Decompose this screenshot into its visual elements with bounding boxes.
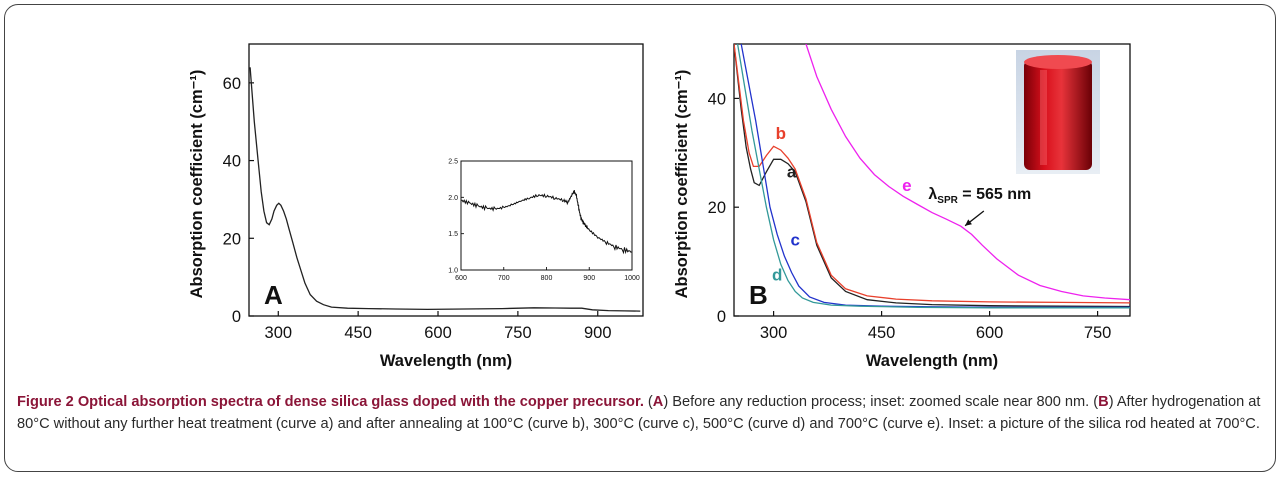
panel-b-series-line-b [734, 44, 1130, 304]
panel-a-x-tick-label: 900 [584, 324, 612, 342]
panel-a-y-tick-label: 40 [223, 153, 241, 171]
panel-b-x-tick-label: 300 [760, 324, 788, 342]
panel-b-spr-annotation: λSPR = 565 nm [928, 186, 1031, 206]
panel-a-panel-letter: A [264, 280, 283, 310]
panel-b-rod-highlight [1040, 70, 1047, 165]
panel-b-curve-label-d: d [772, 266, 782, 285]
panel-a-inset-y-tick-label: 1.0 [448, 268, 458, 275]
panel-b-rod-photo [1024, 60, 1092, 170]
panel-b-y-axis-label: Absorption coefficient (cm⁻¹) [673, 70, 691, 299]
panel-b-x-tick-label: 450 [868, 324, 896, 342]
caption-a-label: A [652, 394, 664, 410]
panel-a-x-tick-label: 450 [344, 324, 372, 342]
panel-b-series-line-a [734, 44, 1130, 308]
panel-a-inset-x-tick-label: 700 [498, 275, 510, 282]
panel-b-x-axis-label: Wavelength (nm) [866, 352, 998, 370]
panel-a-inset-frame [460, 160, 633, 271]
panel-a-inset-series-line [461, 190, 633, 255]
panel-b-series-line-e [805, 44, 1130, 301]
panel-a-inset-y-tick-label: 1.5 [448, 231, 458, 238]
panel-a-y-tick-label: 20 [223, 230, 241, 248]
panel-a-x-tick-label: 600 [424, 324, 452, 342]
panel-a-inset-x-tick-label: 800 [541, 275, 553, 282]
panel-b-series-line-d [736, 44, 1130, 309]
panel-b-x-tick-label: 750 [1084, 324, 1112, 342]
panel-b-y-tick-label: 40 [708, 90, 726, 108]
caption-title: Figure 2 Optical absorption spectra of d… [17, 394, 644, 410]
panel-b-y-tick-label: 20 [708, 199, 726, 217]
panel-a-chart: 300 450 600 750 900 0 20 40 60 Wavelength (nm) Abs… [188, 43, 644, 370]
caption-a-text: Before any reduction process; inset: zoo… [672, 394, 1090, 410]
panel-a-inset-x-tick-label: 1000 [624, 275, 640, 282]
figure-charts: 300 450 600 750 900 0 20 40 60 Wavelength (nm) Abs… [188, 43, 1131, 370]
panel-b-spr-arrowhead [965, 219, 972, 226]
panel-b-curve-label-b: b [776, 124, 786, 143]
panel-a-inset-x-tick-label: 600 [455, 275, 467, 282]
panel-a-plot-frame [248, 43, 644, 317]
panel-b-curve-label-c: c [790, 230, 799, 249]
panel-b-x-tick-label: 600 [976, 324, 1004, 342]
panel-a-y-axis-label: Absorption coefficient (cm⁻¹) [188, 70, 206, 299]
panel-a-y-tick-label: 0 [232, 308, 241, 326]
panel-a-y-tick-label: 60 [223, 75, 241, 93]
panel-b-curve-label-e: e [902, 176, 911, 195]
panel-b-plot-frame [733, 43, 1131, 317]
panel-b-y-tick-label: 0 [717, 308, 726, 326]
panel-b-chart: 300 450 600 750 0 20 40 Wavelength (nm) Absorpti… [673, 43, 1131, 370]
panel-a-inset-y-tick-label: 2.5 [448, 159, 458, 166]
panel-a-x-axis-label: Wavelength (nm) [380, 352, 512, 370]
caption-b-text: After hydrogenation at 80°C without any … [17, 394, 1261, 432]
panel-b-curve-label-a: a [787, 162, 797, 181]
panel-a-inset-x-tick-label: 900 [583, 275, 595, 282]
panel-a-inset-y-tick-label: 2.0 [448, 195, 458, 202]
panel-a-x-tick-label: 300 [265, 324, 293, 342]
panel-b-rod-top [1024, 55, 1092, 69]
panel-a-series-line [249, 67, 641, 312]
figure-caption: Figure 2 Optical absorption spectra of d… [17, 394, 1261, 432]
caption-b-label: B [1098, 394, 1109, 410]
panel-a-x-tick-label: 750 [504, 324, 532, 342]
panel-b-panel-letter: B [749, 280, 768, 310]
